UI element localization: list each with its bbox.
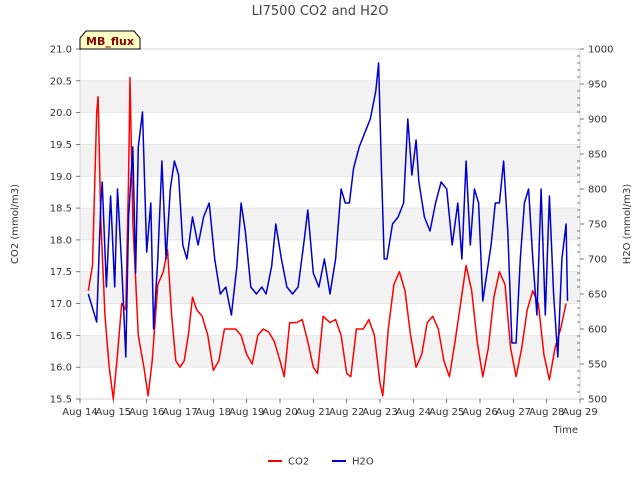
annotation-box: MB_flux	[79, 30, 141, 50]
x-tick-label: Aug 23	[362, 407, 397, 418]
grid-band	[80, 335, 580, 368]
grid-band	[80, 208, 580, 240]
y-left-tick-label: 20.5	[50, 76, 72, 87]
y-right-tick-label: 850	[588, 150, 607, 161]
x-tick-label: Aug 27	[496, 407, 531, 418]
y-right-tick-label: 950	[588, 80, 607, 91]
y-right-tick-label: 1000	[588, 45, 613, 56]
y-right-minor-ticks	[577, 55, 580, 393]
y-right-tick-label: 750	[588, 220, 607, 231]
y-left-axis-ticks: 15.5 16.0 16.5 17.0 17.5 18.0 18.5 19.0 19.5 20.0…	[50, 45, 80, 406]
y-left-tick-label: 16.0	[50, 363, 72, 374]
legend: CO2 H2O	[268, 457, 374, 468]
legend-label: CO2	[288, 457, 309, 468]
annotation-text: MB_flux	[86, 35, 134, 48]
x-tick-label: Aug 19	[229, 407, 264, 418]
x-tick-label: Aug 28	[529, 407, 564, 418]
y-left-tick-label: 17.0	[50, 299, 72, 310]
x-tick-label: Aug 25	[429, 407, 464, 418]
grid-band	[80, 144, 580, 177]
y-left-tick-label: 15.5	[50, 395, 72, 406]
x-tick-label: Aug 21	[296, 407, 331, 418]
y-right-axis-title: H2O (mmol/m3)	[622, 184, 633, 265]
x-tick-label: Aug 22	[329, 407, 364, 418]
x-tick-label: Aug 20	[262, 407, 297, 418]
y-left-tick-label: 17.5	[50, 267, 72, 278]
y-right-axis-ticks: 500 550 600 650 700 750 800 850 900 950 1000	[580, 45, 613, 406]
y-left-tick-label: 18.5	[50, 204, 72, 215]
x-tick-label: Aug 26	[462, 407, 497, 418]
x-tick-label: Aug 14	[62, 407, 97, 418]
y-right-tick-label: 650	[588, 290, 607, 301]
y-left-tick-label: 16.5	[50, 331, 72, 342]
y-left-tick-label: 19.5	[50, 140, 72, 151]
y-right-tick-label: 550	[588, 360, 607, 371]
x-tick-label: Aug 29	[562, 407, 597, 418]
series-line-h2o	[87, 62, 569, 358]
y-right-tick-label: 600	[588, 325, 607, 336]
y-right-tick-label: 900	[588, 115, 607, 126]
x-tick-label: Aug 18	[196, 407, 231, 418]
y-left-tick-label: 21.0	[50, 45, 72, 56]
x-tick-label: Aug 24	[396, 407, 431, 418]
y-left-tick-label: 19.0	[50, 172, 72, 183]
x-axis-title: Time	[553, 425, 578, 436]
y-right-tick-label: 500	[588, 395, 607, 406]
x-tick-label: Aug 15	[96, 407, 131, 418]
legend-label: H2O	[352, 457, 374, 468]
x-tick-label: Aug 16	[129, 407, 164, 418]
chart-title: LI7500 CO2 and H2O	[252, 4, 389, 19]
y-left-tick-label: 18.0	[50, 235, 72, 246]
x-tick-label: Aug 17	[162, 407, 197, 418]
y-right-tick-label: 700	[588, 255, 607, 266]
y-left-axis-title: CO2 (mmol/m3)	[10, 184, 21, 264]
series-line-co2	[87, 76, 567, 400]
grid-band	[80, 80, 580, 113]
series-layer	[87, 62, 569, 400]
annotation-shape	[79, 30, 141, 50]
y-right-tick-label: 800	[588, 185, 607, 196]
y-left-tick-label: 20.0	[50, 108, 72, 119]
